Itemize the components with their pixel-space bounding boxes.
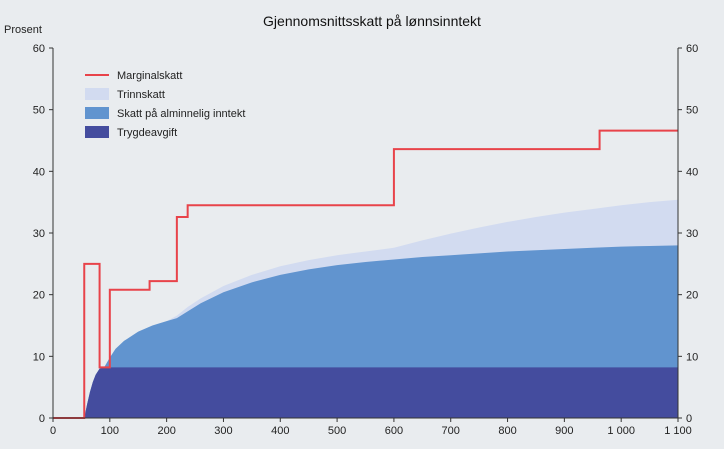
- legend-swatch-2: [85, 88, 109, 100]
- y-tick-label-right: 50: [686, 105, 698, 117]
- legend-swatch-3: [85, 107, 109, 119]
- legend-label-2: Trinnskatt: [117, 89, 165, 101]
- x-tick-label: 400: [271, 425, 289, 437]
- line-series-1: [53, 129, 678, 419]
- y-tick-label-left: 60: [33, 43, 45, 55]
- legend-label-3: Skatt på alminnelig inntekt: [117, 108, 245, 120]
- chart-title: Gjennomsnittsskatt på lønnsinntekt: [263, 13, 481, 29]
- x-tick-label: 700: [442, 425, 460, 437]
- x-tick-label: 500: [328, 425, 346, 437]
- y-tick-label-right: 30: [686, 228, 698, 240]
- y-tick-label-right: 60: [686, 43, 698, 55]
- area-series-3: [53, 367, 678, 418]
- x-tick-label: 300: [214, 425, 232, 437]
- legend-layer: Marginalskatt Trinnskatt Skatt på alminnel…: [85, 70, 245, 139]
- x-tick-label: 800: [498, 425, 516, 437]
- x-tick-label: 0: [50, 425, 56, 437]
- x-tick-label: 1 100: [664, 425, 692, 437]
- y-tick-label-left: 30: [33, 228, 45, 240]
- x-tick-label: 200: [157, 425, 175, 437]
- y-tick-label-left: 20: [33, 290, 45, 302]
- lines-layer: [53, 129, 678, 419]
- x-tick-label: 900: [555, 425, 573, 437]
- y-tick-label-right: 40: [686, 166, 698, 178]
- y-tick-label-left: 50: [33, 105, 45, 117]
- y-tick-label-right: 20: [686, 290, 698, 302]
- y-tick-label-left: 0: [39, 413, 45, 425]
- x-tick-label: 100: [101, 425, 119, 437]
- areas-layer: [53, 199, 678, 418]
- y-tick-label-left: 40: [33, 166, 45, 178]
- y-tick-label-right: 0: [686, 413, 692, 425]
- y-tick-label-right: 10: [686, 351, 698, 363]
- legend-swatch-4: [85, 126, 109, 138]
- x-tick-label: 600: [385, 425, 403, 437]
- y-tick-label-left: 10: [33, 351, 45, 363]
- x-tick-label: 1 000: [607, 425, 635, 437]
- legend-label-4: Trygdeavgift: [117, 127, 177, 139]
- y-axis-title: Prosent: [4, 24, 42, 36]
- legend-label-1: Marginalskatt: [117, 70, 182, 82]
